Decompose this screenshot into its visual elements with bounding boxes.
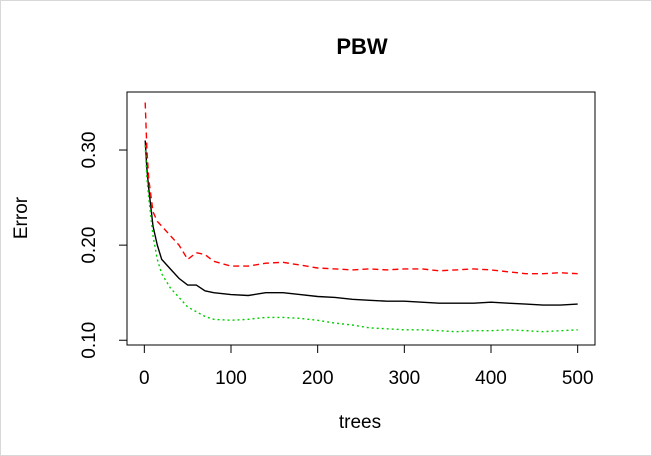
x-axis-label: trees (339, 412, 381, 433)
series-line (144, 145, 578, 333)
series-line (144, 140, 578, 306)
x-tick-label: 200 (302, 368, 334, 389)
x-tick-label: 0 (139, 368, 150, 389)
x-tick-label: 300 (388, 368, 420, 389)
y-axis-label: Error (11, 196, 32, 239)
y-tick-label: 0.10 (79, 322, 100, 359)
x-tick-label: 100 (215, 368, 247, 389)
y-tick-label: 0.30 (79, 132, 100, 169)
chart-title: PBW (336, 34, 388, 59)
plot-box (126, 91, 596, 346)
y-tick-label: 0.20 (79, 227, 100, 264)
x-tick-label: 400 (475, 368, 507, 389)
x-tick-label: 500 (562, 368, 594, 389)
series-line (144, 102, 578, 275)
